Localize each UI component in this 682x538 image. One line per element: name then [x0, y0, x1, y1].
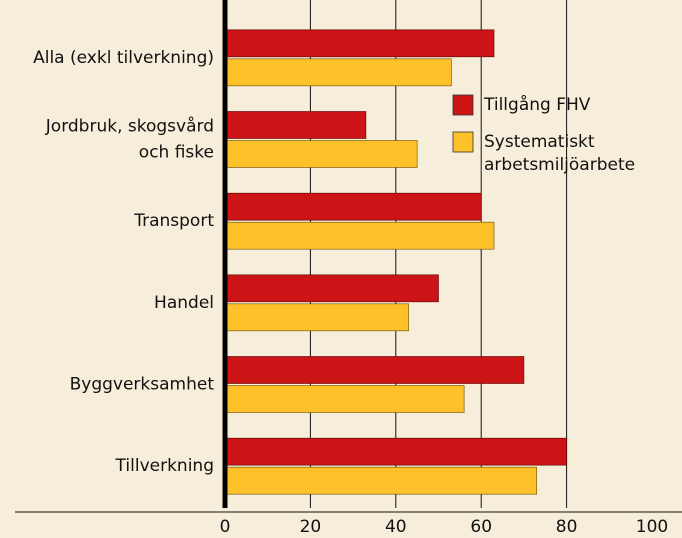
x-tick-label: 60: [470, 517, 492, 537]
bar: [224, 29, 495, 58]
legend-swatch: [452, 94, 474, 116]
x-tick-label: 80: [556, 517, 578, 537]
x-tick-label: 100: [636, 517, 668, 537]
bar: [224, 111, 367, 139]
bar: [224, 140, 418, 168]
y-tick-label: Handel: [154, 293, 214, 313]
y-tick-label: och fiske: [139, 143, 214, 163]
bar: [224, 221, 495, 250]
bar: [224, 385, 465, 413]
legend-label: Tillgång FHV: [483, 94, 591, 115]
bar: [224, 274, 439, 303]
bar: [224, 58, 452, 87]
y-tick-label: Alla (exkl tilverkning): [33, 48, 214, 68]
legend-label: arbetsmiljöarbete: [484, 155, 635, 175]
y-tick-label: Byggverksamhet: [70, 375, 215, 395]
bar: [224, 192, 482, 221]
x-tick-label: 20: [300, 517, 322, 537]
legend-label: Systematiskt: [484, 132, 595, 152]
bar: [224, 303, 409, 332]
bar: [224, 356, 525, 384]
x-tick-label: 0: [220, 517, 231, 537]
legend-swatch: [452, 131, 474, 153]
y-tick-label: Transport: [133, 211, 214, 231]
x-tick-label: 40: [385, 517, 407, 537]
y-tick-label: Tillverkning: [115, 456, 214, 476]
y-tick-label: Jordbruk, skogsvård: [45, 116, 214, 137]
bar: [224, 466, 538, 495]
bar: [224, 437, 567, 466]
